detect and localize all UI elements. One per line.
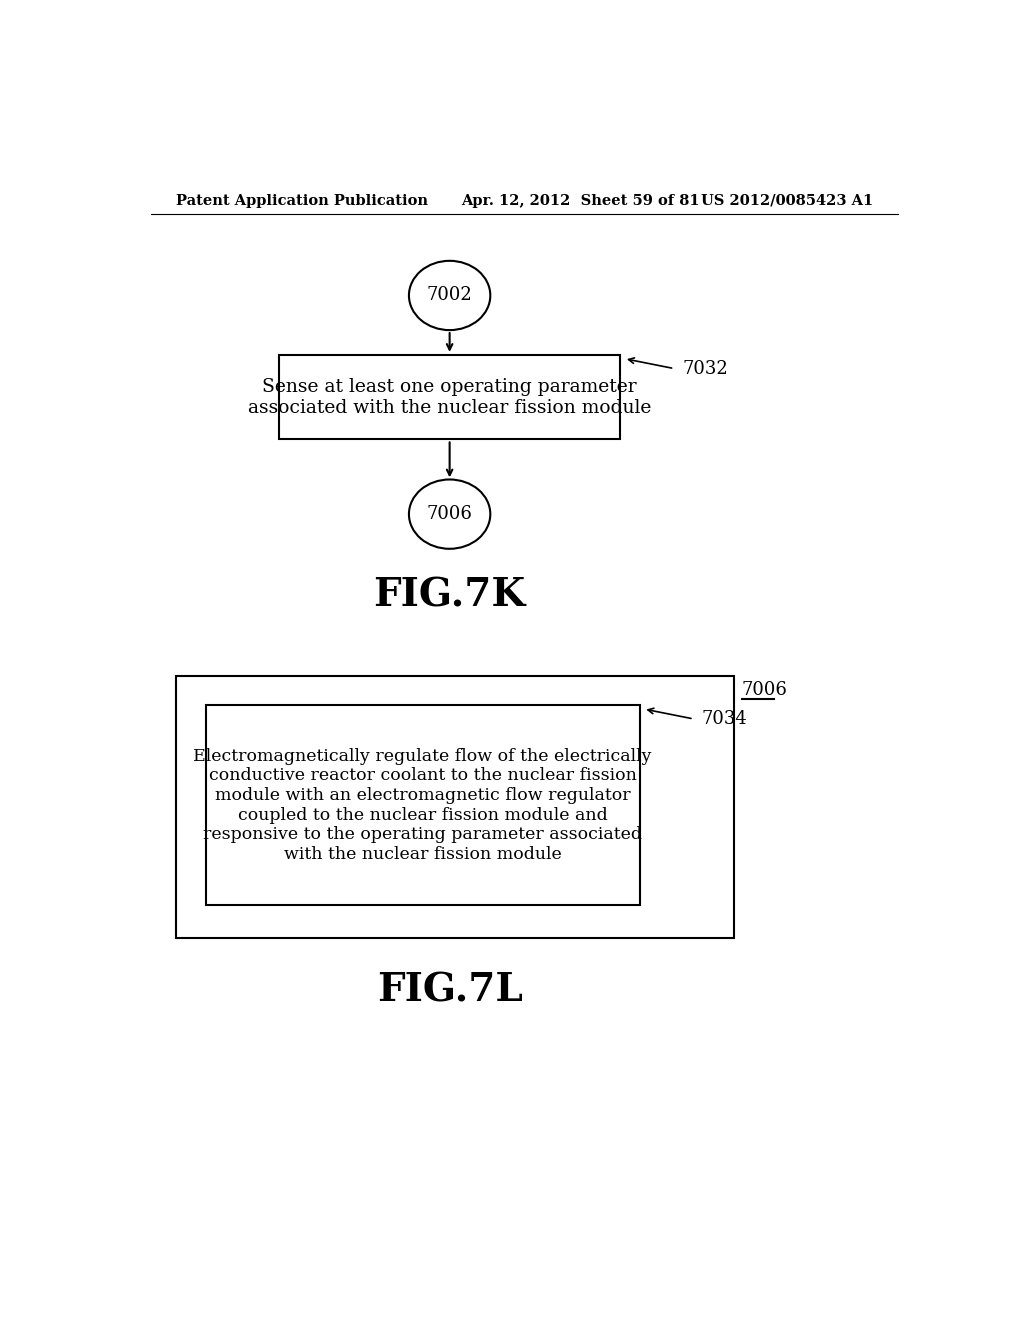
Text: FIG.7L: FIG.7L	[377, 972, 522, 1008]
Text: Sense at least one operating parameter
associated with the nuclear fission modul: Sense at least one operating parameter a…	[248, 378, 651, 417]
Text: Electromagnetically regulate flow of the electrically
conductive reactor coolant: Electromagnetically regulate flow of the…	[194, 747, 651, 863]
Text: 7034: 7034	[701, 710, 748, 727]
Bar	[206, 705, 640, 906]
Text: US 2012/0085423 A1: US 2012/0085423 A1	[701, 194, 873, 207]
Text: Patent Application Publication: Patent Application Publication	[176, 194, 428, 207]
Text: FIG.7K: FIG.7K	[374, 577, 525, 615]
Text: 7006: 7006	[427, 506, 472, 523]
Text: Apr. 12, 2012  Sheet 59 of 81: Apr. 12, 2012 Sheet 59 of 81	[461, 194, 699, 207]
Ellipse shape	[409, 261, 490, 330]
Ellipse shape	[409, 479, 490, 549]
Text: 7032: 7032	[682, 359, 728, 378]
Bar	[280, 355, 621, 440]
Text: 7002: 7002	[427, 286, 472, 305]
Text: 7006: 7006	[741, 681, 787, 698]
Bar	[176, 676, 734, 937]
